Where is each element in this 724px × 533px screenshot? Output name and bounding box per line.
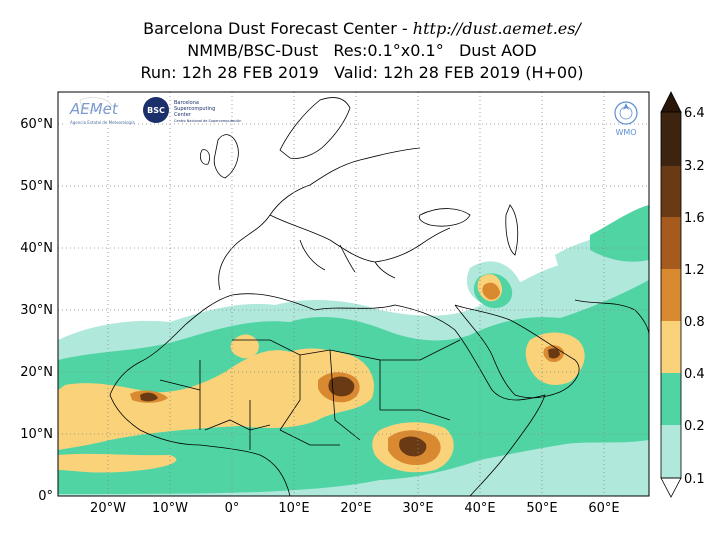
aemet-logo-text: AEMet — [69, 100, 119, 118]
title-line-3: Run: 12h 28 FEB 2019 Valid: 12h 28 FEB 2… — [140, 63, 584, 82]
colorbar-extend-max — [660, 91, 682, 113]
y-tick-label: 60°N — [20, 117, 53, 132]
graticule — [58, 92, 649, 496]
bsc-logo: BSC Barcelona Supercomputing Center Cent… — [143, 97, 241, 123]
colorbar-swatch — [661, 269, 681, 321]
y-tick-label: 0° — [38, 489, 53, 504]
x-tick-label: 60°E — [588, 501, 619, 516]
x-axis-labels: 20°W 10°W 0° 10°E 20°E 30°E 40°E 50°E 60… — [90, 501, 620, 516]
colorbar-label: 0.2 — [684, 419, 705, 434]
bsc-logo-text: BSC — [147, 106, 165, 115]
colorbar-label: 0.8 — [684, 315, 705, 330]
aemet-logo: AEMet Agencia Estatal de Meteorología — [66, 97, 135, 127]
x-tick-label: 50°E — [526, 501, 557, 516]
y-tick-label: 20°N — [20, 365, 53, 380]
title-url: http://dust.aemet.es/ — [412, 19, 581, 38]
x-tick-label: 10°W — [152, 501, 188, 516]
colorbar-swatch — [661, 112, 681, 166]
dust-fields — [58, 205, 649, 496]
y-tick-label: 50°N — [20, 179, 53, 194]
x-tick-label: 20°W — [90, 501, 126, 516]
colorbar-label: 0.1 — [684, 472, 705, 487]
wmo-logo-text: WMO — [615, 128, 636, 137]
y-tick-label: 10°N — [20, 427, 53, 442]
x-tick-label: 40°E — [464, 501, 495, 516]
y-tick-label: 30°N — [20, 303, 53, 318]
x-tick-label: 0° — [225, 501, 240, 516]
colorbar-swatch — [661, 166, 681, 217]
colorbar-swatch — [661, 425, 681, 478]
title-line-2: NMMB/BSC-Dust Res:0.1°x0.1° Dust AOD — [187, 41, 537, 60]
colorbar-label: 0.4 — [684, 367, 705, 382]
title-line-1: Barcelona Dust Forecast Center - http://… — [0, 18, 724, 39]
aemet-logo-subtitle: Agencia Estatal de Meteorología — [70, 120, 135, 125]
title-prefix: Barcelona Dust Forecast Center - — [143, 19, 413, 38]
colorbar-label: 3.2 — [684, 159, 705, 174]
x-tick-label: 30°E — [402, 501, 433, 516]
bsc-name-line-3: Center — [174, 112, 192, 118]
colorbar-label: 1.6 — [684, 211, 705, 226]
colorbar-swatch — [661, 321, 681, 373]
y-tick-label: 40°N — [20, 241, 53, 256]
bsc-name-line-1: Barcelona — [174, 100, 199, 106]
colorbar: 6.4 3.2 1.6 1.2 0.8 0.4 0.2 0.1 — [660, 91, 705, 498]
bsc-name-line-2: Supercomputing — [174, 106, 215, 112]
colorbar-swatch — [661, 217, 681, 269]
colorbar-label: 6.4 — [684, 106, 705, 121]
map-frame — [57, 91, 650, 497]
x-tick-label: 10°E — [278, 501, 309, 516]
y-axis-labels: 60°N 50°N 40°N 30°N 20°N 10°N 0° — [20, 117, 53, 504]
bsc-logo-subtitle: Centro Nacional de Supercomputación — [174, 119, 241, 123]
x-tick-label: 20°E — [340, 501, 371, 516]
wmo-logo: WMO — [614, 101, 638, 137]
colorbar-extend-min — [660, 477, 682, 498]
colorbar-label: 1.2 — [684, 263, 705, 278]
colorbar-swatch — [661, 373, 681, 425]
